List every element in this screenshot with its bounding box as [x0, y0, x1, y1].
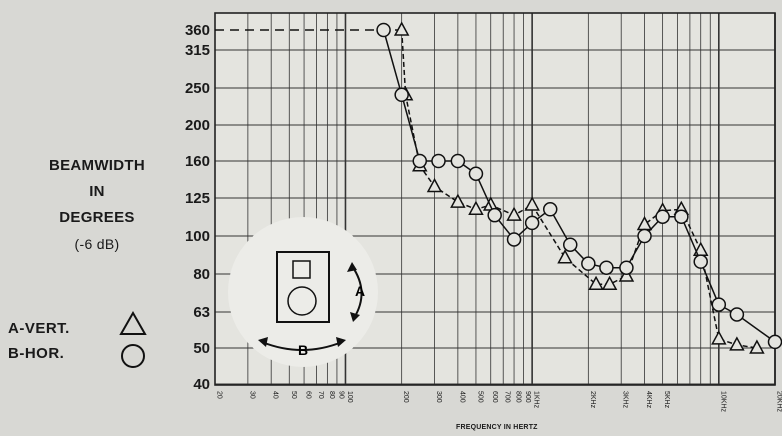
vertical-label: A [355, 283, 365, 299]
legend-icons [119, 310, 147, 368]
x-tick-label: 800 [515, 391, 522, 403]
y-axis-title-line: BEAMWIDTH [48, 157, 146, 174]
series-line-vertical [400, 29, 758, 349]
grid [214, 12, 776, 386]
x-tick-label: 90 [337, 391, 344, 399]
y-axis-title-line: IN [89, 183, 105, 200]
data-point-triangle [729, 336, 745, 351]
x-tick-label: 70 [317, 391, 324, 399]
woofer-icon [287, 286, 317, 316]
data-point-circle [412, 153, 428, 169]
triangle-legend-icon [119, 310, 147, 335]
y-axis-title: BEAMWIDTH IN DEGREES (-6 dB) [12, 153, 182, 257]
x-tick-label: 1KHz [533, 391, 540, 409]
x-tick-label: 50 [290, 391, 297, 399]
y-tick-label: 63 [193, 304, 210, 321]
data-point-circle [524, 215, 540, 231]
data-point-circle [767, 334, 782, 350]
axis-labels: 360 315 250 200 160 125 100 80 63 50 40 20 30 40 50 60 7… [185, 22, 782, 413]
data-point-triangle [557, 249, 573, 264]
tweeter-icon [292, 260, 311, 279]
x-tick-label: 500 [476, 391, 483, 403]
data-point-triangle [393, 21, 410, 36]
inset-disc [228, 217, 378, 367]
data-point-circle [542, 202, 558, 217]
x-tick-label: 80 [328, 391, 335, 399]
data-point-circle [619, 260, 634, 275]
y-tick-label: 360 [185, 22, 210, 39]
x-axis-title: FREQUENCY IN HERTZ [456, 424, 538, 431]
x-tick-label: 10KHz [719, 391, 726, 413]
y-axis-title-line: DEGREES [59, 209, 135, 226]
data-point-circle [655, 209, 670, 224]
y-tick-label: 125 [185, 190, 210, 207]
horizontal-arrowhead-left [258, 337, 268, 347]
data-point-circle [562, 237, 578, 252]
x-tick-label: 600 [491, 391, 498, 403]
speaker-inset: A B [228, 217, 378, 367]
x-tick-label: 3KHz [622, 391, 629, 409]
series-layer [376, 21, 782, 354]
data-point-circle [487, 207, 502, 223]
data-point-triangle [749, 339, 765, 354]
x-tick-label: 5KHz [663, 391, 670, 409]
vertical-arrowhead-bottom [350, 312, 360, 322]
data-point-triangle [618, 267, 635, 282]
y-tick-label: 40 [193, 376, 210, 393]
x-tick-label: 30 [248, 391, 255, 399]
data-point-circle [729, 307, 745, 322]
data-point-triangle [426, 177, 443, 193]
y-tick-label: 315 [185, 42, 210, 59]
data-point-triangle [468, 200, 484, 216]
y-tick-label: 250 [185, 80, 210, 97]
horizontal-arrow-icon [261, 341, 343, 351]
data-point-circle [581, 256, 596, 271]
x-tick-label: 2KHz [589, 391, 596, 409]
plot-frame [214, 12, 776, 386]
x-tick-label: 400 [458, 391, 465, 403]
x-tick-label: 40 [272, 391, 279, 399]
y-tick-label: 80 [193, 266, 210, 283]
legend-item-a: A-VERT. [8, 320, 70, 337]
x-tick-label: 200 [402, 391, 409, 403]
data-point-circle [674, 209, 689, 224]
data-point-circle [693, 254, 708, 269]
x-tick-label: 20 [216, 391, 223, 399]
y-tick-label: 50 [193, 340, 210, 357]
data-point-circle [394, 87, 409, 103]
data-point-circle [450, 153, 466, 169]
horizontal-arrowhead-right [336, 337, 346, 347]
data-point-triangle [506, 206, 522, 221]
vertical-arrowhead-top [347, 262, 357, 272]
data-point-triangle [601, 275, 618, 291]
x-tick-label: 60 [305, 391, 312, 399]
x-tick-label: 100 [346, 391, 353, 403]
data-point-triangle [450, 193, 466, 208]
y-tick-label: 200 [185, 117, 210, 134]
y-tick-label: 160 [185, 153, 210, 170]
y-tick-label: 100 [185, 228, 210, 245]
data-point-circle [711, 297, 727, 312]
data-point-circle [376, 22, 391, 38]
x-tick-label: 300 [435, 391, 442, 403]
data-point-triangle [588, 275, 604, 291]
data-point-circle [637, 228, 652, 244]
data-point-triangle [711, 330, 727, 345]
data-point-circle [599, 260, 614, 275]
data-point-circle [468, 166, 484, 181]
horizontal-label: B [298, 342, 308, 358]
x-tick-label: 4KHz [645, 391, 652, 409]
x-tick-label: 700 [504, 391, 511, 403]
speaker-cabinet-icon [276, 251, 330, 323]
x-tick-label: 900 [524, 391, 531, 403]
x-tick-label: 20KHz [776, 391, 782, 413]
circle-legend-icon [121, 344, 145, 368]
data-point-circle [431, 153, 446, 169]
data-point-triangle [524, 196, 540, 211]
data-point-circle [506, 232, 522, 247]
legend-item-b: B-HOR. [8, 345, 65, 362]
y-axis-unit: (-6 dB) [74, 236, 120, 252]
